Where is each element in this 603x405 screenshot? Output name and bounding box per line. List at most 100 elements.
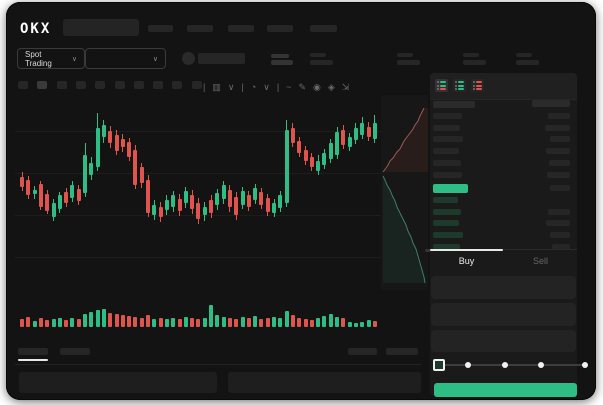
bottom-action-placeholder[interactable] bbox=[348, 348, 377, 355]
candle-body bbox=[328, 143, 333, 159]
volume-bar bbox=[265, 318, 270, 327]
settings-icon[interactable]: ◈ bbox=[327, 81, 335, 92]
nav-item-placeholder[interactable] bbox=[267, 25, 293, 32]
stat-value-placeholder bbox=[397, 60, 420, 65]
slider-stop[interactable] bbox=[465, 362, 471, 368]
buy-submit-button[interactable] bbox=[434, 383, 577, 397]
candle-body bbox=[108, 131, 113, 143]
candle-body bbox=[114, 135, 119, 151]
ask-row[interactable] bbox=[433, 124, 460, 131]
chevron-down-icon[interactable]: ∨ bbox=[227, 81, 235, 92]
tab-buy[interactable]: Buy bbox=[458, 256, 475, 266]
candle-body bbox=[240, 191, 245, 205]
line-tool-icon[interactable]: ~ bbox=[286, 81, 292, 92]
candle-wick bbox=[34, 186, 36, 199]
bid-row[interactable] bbox=[433, 232, 463, 239]
timeframe-button[interactable] bbox=[153, 81, 164, 89]
candle-wick bbox=[305, 146, 306, 165]
candle-wick bbox=[317, 155, 319, 175]
ask-row[interactable] bbox=[433, 159, 461, 166]
nav-item-placeholder[interactable] bbox=[187, 25, 213, 32]
orderbook-amount bbox=[546, 148, 570, 155]
chevron-down-icon[interactable]: ∨ bbox=[263, 81, 270, 92]
timeframe-button[interactable] bbox=[56, 81, 67, 89]
volume-bar bbox=[246, 318, 251, 327]
candle-wick bbox=[204, 202, 206, 221]
bottom-action-placeholder[interactable] bbox=[386, 348, 418, 355]
bottom-tab-order-history[interactable] bbox=[60, 348, 90, 355]
volume-bar bbox=[353, 323, 358, 327]
timeframe-button[interactable] bbox=[95, 81, 106, 89]
nav-item-placeholder[interactable] bbox=[228, 25, 254, 32]
timeframe-button[interactable] bbox=[114, 81, 125, 89]
candle-wick bbox=[160, 202, 162, 222]
candle-wick bbox=[153, 200, 155, 220]
orderbook-amount bbox=[550, 185, 570, 191]
book-view-both-icon[interactable] bbox=[435, 79, 448, 92]
volume-bar bbox=[20, 319, 24, 327]
candle-wick bbox=[172, 191, 174, 212]
candle-wick bbox=[355, 123, 357, 144]
ask-row[interactable] bbox=[433, 136, 463, 143]
last-price-badge[interactable] bbox=[433, 184, 468, 193]
candle-wick bbox=[134, 145, 136, 189]
candle-style-icon[interactable]: ▥ bbox=[212, 81, 221, 92]
candle-wick bbox=[248, 191, 250, 211]
candle-wick bbox=[185, 187, 187, 208]
bid-row[interactable] bbox=[433, 208, 461, 215]
candle-wick bbox=[223, 181, 225, 204]
candle-wick bbox=[361, 117, 363, 139]
candle-body bbox=[127, 142, 132, 157]
candle-wick bbox=[65, 188, 67, 207]
slider-stop[interactable] bbox=[582, 362, 588, 368]
ask-row[interactable] bbox=[433, 113, 462, 119]
draw-icon[interactable]: ✎ bbox=[298, 81, 306, 92]
bid-row[interactable] bbox=[433, 220, 459, 227]
amount-slider[interactable] bbox=[438, 364, 585, 366]
total-input[interactable] bbox=[431, 330, 576, 352]
timeframe-button[interactable] bbox=[133, 81, 144, 89]
volume-bar bbox=[127, 316, 132, 327]
timeframe-button[interactable] bbox=[37, 81, 48, 89]
timeframe-button[interactable] bbox=[75, 81, 86, 89]
candle-wick bbox=[141, 163, 143, 188]
indicator-icon[interactable]: ◔ bbox=[250, 81, 257, 92]
bid-row[interactable] bbox=[433, 243, 460, 250]
timeframe-button[interactable] bbox=[18, 81, 28, 89]
candle-body bbox=[347, 137, 352, 147]
bid-row[interactable] bbox=[433, 197, 458, 203]
fullscreen-icon[interactable]: ⇲ bbox=[341, 81, 350, 92]
book-view-bids-icon[interactable] bbox=[453, 79, 466, 92]
volume-bar bbox=[101, 309, 106, 327]
slider-stop[interactable] bbox=[538, 362, 544, 368]
candle-wick bbox=[103, 120, 105, 143]
candle-body bbox=[253, 188, 258, 200]
ask-row[interactable] bbox=[433, 148, 459, 155]
candle-wick bbox=[260, 188, 262, 209]
search-input[interactable] bbox=[63, 19, 139, 36]
camera-icon[interactable]: ◉ bbox=[312, 81, 321, 92]
price-input[interactable] bbox=[431, 276, 576, 299]
volume-bar bbox=[120, 315, 125, 327]
nav-item-placeholder[interactable] bbox=[148, 25, 173, 32]
tab-sell[interactable]: Sell bbox=[532, 256, 548, 266]
candle-wick bbox=[235, 192, 237, 220]
book-view-asks-icon[interactable] bbox=[471, 79, 484, 92]
timeframe-button[interactable] bbox=[191, 81, 202, 89]
nav-item-placeholder[interactable] bbox=[310, 25, 337, 32]
pair-select-dropdown[interactable]: ∨ bbox=[85, 48, 166, 69]
orderbook-amount bbox=[550, 232, 570, 239]
candle-wick bbox=[84, 143, 86, 197]
bottom-divider bbox=[15, 364, 421, 365]
slider-handle[interactable] bbox=[433, 359, 445, 371]
orderbook-panel: Buy Sell bbox=[430, 73, 577, 396]
candle-body bbox=[45, 194, 50, 211]
volume-bar bbox=[139, 318, 144, 327]
market-type-selector[interactable]: Spot Trading ∨ bbox=[17, 48, 85, 69]
slider-stop[interactable] bbox=[502, 362, 508, 368]
candle-body bbox=[297, 141, 302, 153]
amount-input[interactable] bbox=[431, 303, 576, 326]
timeframe-button[interactable] bbox=[172, 81, 183, 89]
bottom-tab-open-orders[interactable] bbox=[18, 348, 48, 355]
ask-row[interactable] bbox=[433, 171, 462, 178]
